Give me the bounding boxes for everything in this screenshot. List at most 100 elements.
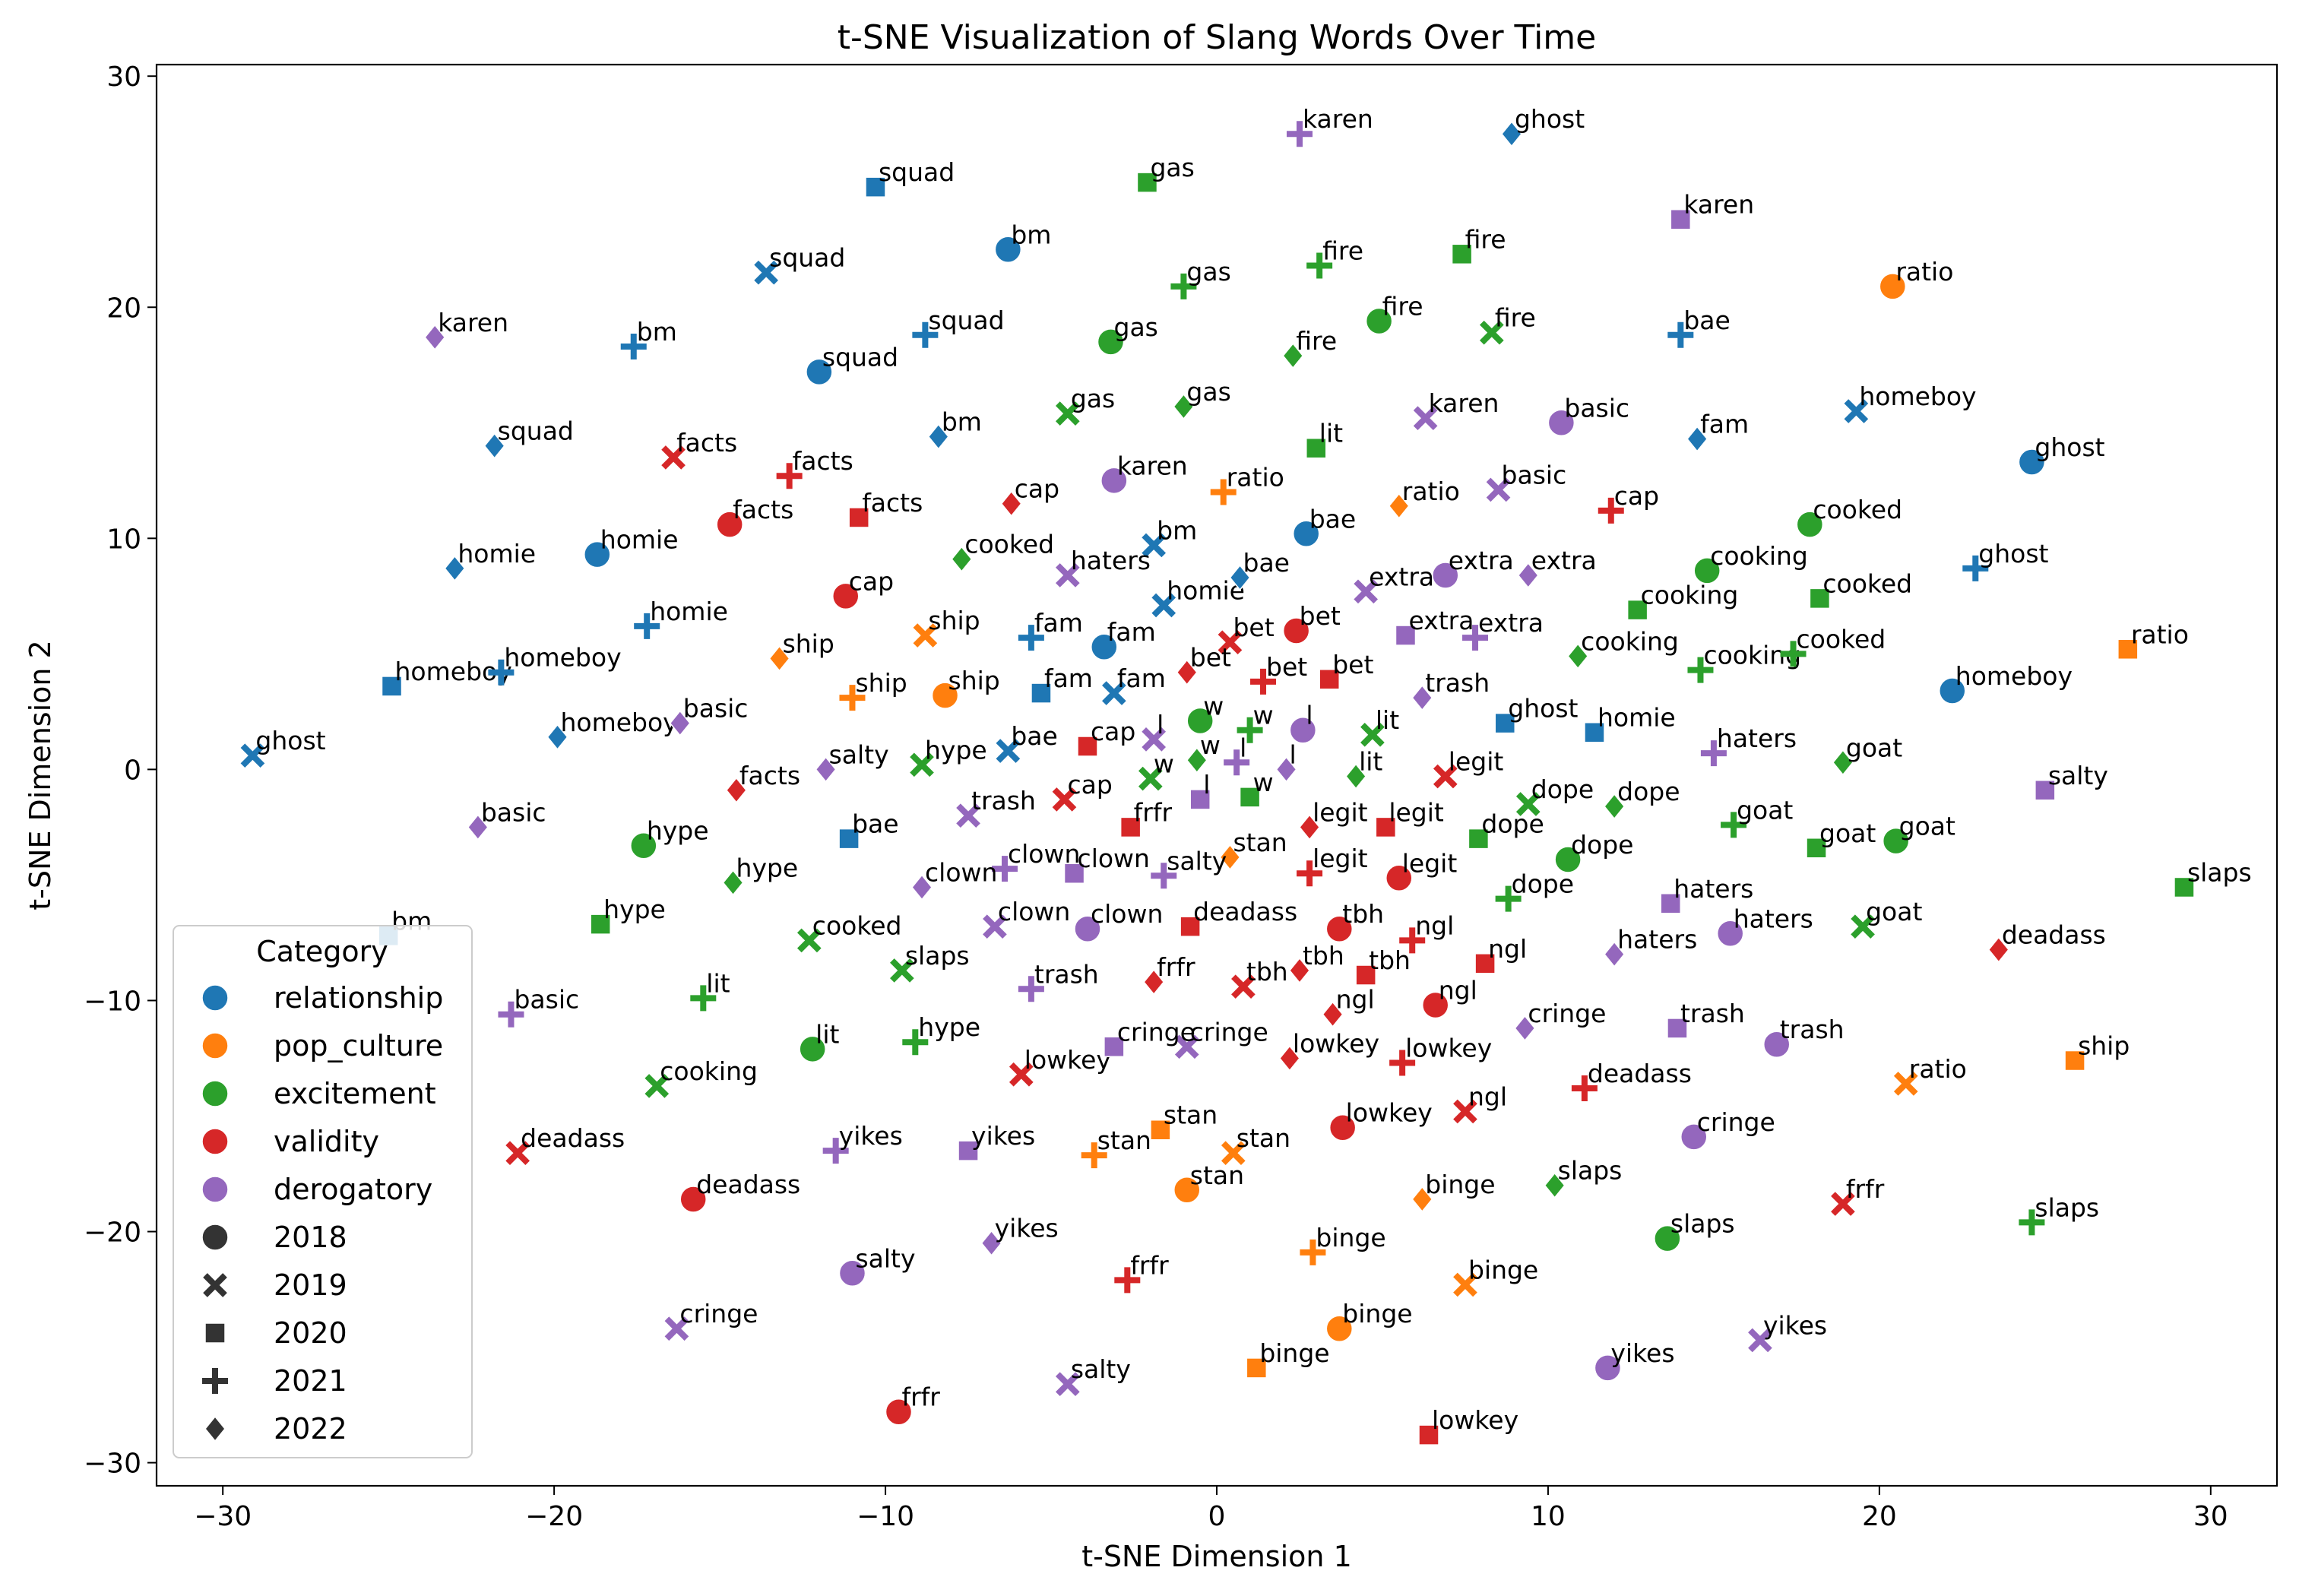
legend-marker [201,1128,229,1155]
point-label: legit [1313,844,1368,873]
data-point-excitement-2021 [1495,885,1522,912]
point-label: l [1306,701,1313,730]
legend-frame [173,925,473,1458]
data-point-validity-2020 [848,507,869,528]
point-label: l [1290,739,1297,769]
data-point-validity-2021 [1598,497,1624,524]
point-label: facts [862,488,923,518]
legend-label: 2022 [274,1412,347,1446]
point-label: w [1203,692,1224,721]
point-label: basic [514,985,579,1015]
point-label: homeboy [1955,661,2073,691]
data-point-validity-2019 [1218,630,1243,654]
point-label: stan [1190,1161,1244,1190]
data-point-relationship-2018 [1939,677,1966,705]
point-label: ghost [2035,432,2104,462]
legend-label: excitement [274,1077,436,1110]
data-point-pop_culture-2021 [1081,1142,1107,1169]
legend-label: validity [274,1125,379,1158]
point-label: trash [1034,959,1099,989]
data-point-pop_culture-2018 [1879,273,1907,300]
data-point-derogatory-2020 [2035,780,2056,801]
data-point-validity-2022 [1299,814,1321,841]
point-label: haters [1071,546,1151,575]
point-label: yikes [839,1121,903,1151]
point-label: homie [458,539,536,568]
data-point-excitement-2020 [1451,243,1473,265]
data-point-derogatory-2022 [1514,1015,1536,1042]
point-label: squad [928,306,1004,335]
data-point-derogatory-2022 [1275,756,1297,783]
point-label: cooking [1710,541,1808,571]
point-label: karen [1117,451,1188,480]
point-label: haters [1717,724,1797,753]
data-point-derogatory-2018 [1680,1123,1708,1151]
x-tick-label: −10 [857,1501,914,1532]
point-label: deadass [2002,920,2106,950]
point-label: lowkey [1346,1098,1433,1128]
data-point-validity-2018 [1325,915,1354,942]
data-point-validity-2020 [1355,964,1376,986]
legend-marker [201,1176,229,1203]
data-point-pop_culture-2021 [1210,479,1237,505]
legend-marker [204,1322,226,1344]
data-point-derogatory-2021 [1151,863,1177,889]
point-label: dope [1571,830,1633,860]
point-label: slaps [1670,1209,1735,1239]
y-tick-label: 20 [106,293,141,324]
data-point-validity-2020 [1418,1424,1439,1446]
point-label: dope [1481,809,1544,839]
data-point-excitement-2022 [1544,1172,1566,1199]
point-label: fire [1382,292,1423,321]
data-point-derogatory-2021 [992,856,1018,882]
data-point-relationship-2019 [1102,681,1126,705]
data-point-excitement-2020 [1809,587,1831,610]
data-point-relationship-2019 [754,260,778,285]
point-label: karen [1303,104,1373,134]
point-label: ship [783,629,834,658]
point-label: clown [998,897,1070,926]
data-point-pop_culture-2020 [1150,1119,1171,1141]
data-point-derogatory-2022 [911,874,933,901]
point-label: goat [1819,819,1876,848]
point-label: binge [1342,1299,1412,1328]
data-point-relationship-2020 [1031,682,1052,704]
legend-label: 2021 [274,1364,347,1398]
data-point-derogatory-2021 [1018,976,1044,1002]
point-label: ratio [2131,619,2189,649]
data-point-derogatory-2019 [1142,727,1166,752]
data-point-relationship-2022 [546,724,568,751]
data-point-derogatory-2018 [1762,1031,1791,1058]
data-point-excitement-2021 [1237,717,1263,743]
data-point-validity-2021 [1399,927,1426,954]
legend-marker [201,984,229,1012]
point-label: cooked [812,910,902,940]
data-point-relationship-2020 [865,176,886,198]
data-point-derogatory-2019 [1056,563,1080,587]
point-label: extra [1449,546,1514,575]
data-point-relationship-2019 [240,743,265,768]
legend-label: 2020 [274,1316,347,1350]
data-point-derogatory-2020 [1189,789,1211,810]
data-point-pop_culture-2022 [768,645,790,672]
data-point-excitement-2019 [1851,914,1875,939]
point-label: gas [1150,153,1194,182]
legend-label: 2019 [274,1268,347,1302]
point-label: squad [879,157,955,187]
data-point-validity-2022 [1278,1045,1300,1072]
data-point-pop_culture-2021 [839,685,866,711]
point-label: yikes [995,1214,1059,1243]
data-point-excitement-2022 [722,869,744,896]
data-point-relationship-2021 [488,659,515,686]
point-label: basic [1564,393,1629,423]
point-label: frfr [1157,952,1195,982]
data-point-validity-2018 [1385,864,1413,892]
data-point-excitement-2019 [1480,320,1504,345]
point-label: fam [1034,608,1083,638]
data-point-validity-2020 [1180,916,1201,937]
data-point-relationship-2022 [1501,121,1522,147]
data-point-pop_culture-2021 [1300,1239,1326,1265]
data-point-excitement-2022 [1567,643,1589,670]
point-label: hype [647,816,709,846]
data-point-pop_culture-2018 [931,682,959,709]
